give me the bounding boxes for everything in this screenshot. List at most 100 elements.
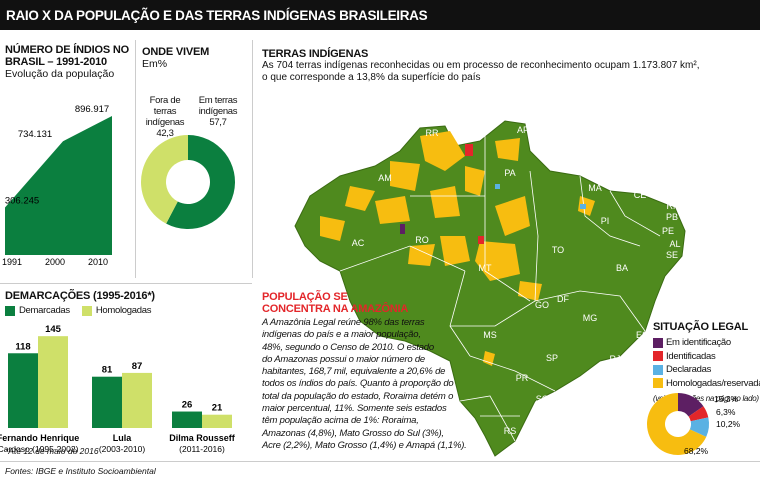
divider bbox=[252, 40, 253, 278]
page-title: RAIO X DA POPULAÇÃO E DAS TERRAS INDÍGEN… bbox=[6, 8, 428, 23]
map-label-sc: SC bbox=[536, 394, 549, 404]
bar-demarcadas bbox=[8, 353, 38, 428]
legend-swatch-declaradas bbox=[653, 364, 663, 375]
map-label-mg: MG bbox=[583, 313, 598, 323]
amazonia-title-1: POPULAÇÃO SE bbox=[262, 291, 348, 303]
map-label-ma: MA bbox=[588, 183, 602, 193]
amazonia-text-line: A Amazônia Legal reúne 98% das terras bbox=[262, 317, 425, 328]
label-em: Em terras indígenas 57,7 bbox=[194, 95, 242, 128]
identified-mark bbox=[465, 144, 473, 156]
amazonia-text-line: têm população acima de 1%: Roraima, bbox=[262, 415, 419, 427]
map-label-pi: PI bbox=[601, 216, 610, 226]
legend-swatch-homologadas bbox=[81, 305, 92, 316]
donut-value-label: 15,3% bbox=[714, 394, 739, 404]
legend-swatch-homologadas-reservadas bbox=[653, 378, 663, 389]
legend-label-homologadas-reservadas: Homologadas/reservadas bbox=[666, 377, 760, 389]
donut-slice bbox=[678, 393, 704, 417]
declared-mark bbox=[580, 204, 586, 209]
map-label-rs: RS bbox=[504, 426, 517, 436]
amazonia-text-line: indígenas do país e a maior população, bbox=[262, 329, 421, 341]
map-label-al: AL bbox=[669, 239, 680, 249]
divider bbox=[0, 461, 760, 462]
label-em-l2: indígenas bbox=[198, 106, 238, 117]
bar-value-label: 118 bbox=[15, 341, 30, 352]
terras-header: TERRAS INDÍGENAS As 704 terras indígenas… bbox=[262, 48, 757, 84]
map-label-pb: PB bbox=[666, 212, 678, 222]
legend-homologadas: Homologadas bbox=[81, 305, 152, 316]
legend-declaradas: Declaradas bbox=[653, 363, 760, 377]
label-fora-l2: indígenas bbox=[145, 117, 185, 128]
bar-value-label: 81 bbox=[102, 365, 113, 376]
terras-text-2: o que corresponde a 13,8% da superfície … bbox=[262, 72, 481, 83]
map-label-ro: RO bbox=[415, 235, 429, 245]
bar-value-label: 87 bbox=[132, 361, 143, 372]
onde-vivem-title: ONDE VIVEM bbox=[142, 46, 210, 58]
legend-label-em-identificacao: Em identificação bbox=[666, 337, 731, 348]
population-header: NÚMERO DE ÍNDIOS NO BRASIL – 1991-2010 E… bbox=[5, 44, 133, 80]
amazonia-text-line: habitantes, 168,7 mil, equivalente a 20,… bbox=[262, 366, 446, 378]
amazonia-text-line: Acre (2,2%), Mato Grosso (1,4%) e Amapá … bbox=[262, 439, 467, 451]
situacao-donut: 15,3% 6,3% 10,2% 68,2% bbox=[647, 393, 741, 456]
onde-vivem-header: ONDE VIVEM Em% bbox=[142, 46, 209, 70]
divider bbox=[0, 283, 252, 284]
map-label-to: TO bbox=[552, 245, 564, 255]
population-title-1: NÚMERO DE ÍNDIOS NO bbox=[5, 44, 129, 56]
map-label-am: AM bbox=[378, 173, 392, 183]
divider bbox=[135, 40, 136, 278]
situacao-note: (veja definições na pág. ao lado) bbox=[653, 394, 759, 403]
terras-text-1: As 704 terras indígenas reconhecidas ou … bbox=[262, 60, 700, 71]
demarcacoes-title: DEMARCAÇÕES (1995-2016*) bbox=[5, 290, 155, 302]
legend-swatch-em-identificacao bbox=[653, 337, 663, 348]
donut-slice bbox=[166, 135, 235, 229]
amazonia-title-2: CONCENTRA NA AMAZÔNIA bbox=[262, 303, 409, 315]
map-label-ce: CE bbox=[634, 190, 647, 200]
population-value-label: 896.917 bbox=[75, 104, 109, 115]
population-x-label: 2000 bbox=[45, 257, 65, 267]
amazonia-text-line: do Amazonas possui o maior número de bbox=[262, 353, 426, 365]
situacao-title: SITUAÇÃO LEGAL bbox=[653, 321, 748, 333]
page-header: RAIO X DA POPULAÇÃO E DAS TERRAS INDÍGEN… bbox=[0, 0, 760, 30]
population-x-label: 2010 bbox=[88, 257, 108, 267]
amazonia-text-line: total da população do estado, Roraima de… bbox=[262, 390, 454, 402]
source-note: Fontes: IBGE e Instituto Socioambiental bbox=[5, 466, 156, 476]
map-label-rn: RN bbox=[667, 201, 680, 211]
label-fora-l1: Fora de terras bbox=[149, 95, 181, 117]
legend-swatch-demarcadas bbox=[5, 305, 15, 316]
amazonia-text-line: todos os índios do país. Quanto à propor… bbox=[262, 378, 454, 390]
category-label: Lula bbox=[113, 433, 132, 443]
donut-slice bbox=[689, 417, 709, 437]
amazonia-text-line: Amazonas (4,8%), Mato Grosso do Sul (3%)… bbox=[262, 427, 444, 439]
label-fora: Fora de terras indígenas 42,3 bbox=[140, 95, 190, 139]
map-label-se: SE bbox=[666, 250, 678, 260]
map-label-go: GO bbox=[535, 300, 549, 310]
map-label-ba: BA bbox=[616, 263, 628, 273]
bar-homologadas bbox=[38, 336, 68, 428]
legend-label-homologadas: Homologadas bbox=[95, 305, 152, 316]
amazonia-text-line: maior percentual, 11%. Somente seis esta… bbox=[262, 403, 447, 415]
legal-status-marks bbox=[400, 144, 586, 244]
terras-title: TERRAS INDÍGENAS bbox=[262, 48, 369, 60]
population-area bbox=[5, 115, 112, 255]
legend-demarcadas: Demarcadas bbox=[5, 305, 70, 316]
map-label-ms: MS bbox=[483, 330, 497, 340]
population-subtitle: Evolução da população bbox=[5, 68, 115, 80]
amazonia-block: POPULAÇÃO SE CONCENTRA NA AMAZÔNIA A Ama… bbox=[262, 291, 507, 452]
bar-value-label: 26 bbox=[182, 400, 193, 411]
donut-slice bbox=[688, 406, 709, 422]
map-label-ap: AP bbox=[517, 125, 529, 135]
population-area-chart: 306.245 734.131 896.917 1991 2000 2010 bbox=[2, 104, 112, 267]
legend-homologadas-reservadas: Homologadas/reservadas bbox=[653, 377, 760, 391]
population-title-2: BRASIL – 1991-2010 bbox=[5, 56, 107, 68]
donut-slice bbox=[647, 393, 707, 455]
legend-em-identificacao: Em identificação bbox=[653, 336, 760, 350]
map-label-rj: RJ bbox=[610, 354, 621, 364]
bar-value-label: 21 bbox=[212, 403, 223, 414]
map-label-df: DF bbox=[557, 294, 569, 304]
legend-swatch-identificadas bbox=[653, 351, 663, 362]
map-label-pa: PA bbox=[504, 168, 515, 178]
donut-value-label: 68,2% bbox=[684, 446, 709, 456]
indigenous-lands bbox=[320, 131, 595, 366]
legend-label-identificadas: Identificadas bbox=[666, 350, 716, 362]
